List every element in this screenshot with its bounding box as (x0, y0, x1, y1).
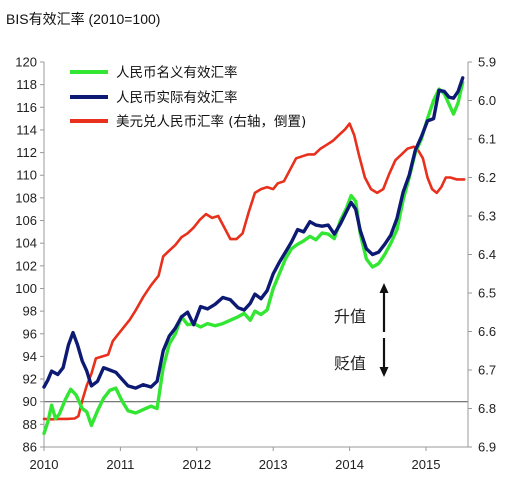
right-axis-tick-label: 5.9 (478, 55, 496, 70)
left-axis-tick-label: 120 (15, 55, 37, 70)
left-axis-tick-label: 116 (16, 100, 37, 115)
x-axis-tick-label: 2012 (182, 457, 211, 472)
right-axis-tick-label: 6.9 (478, 440, 496, 455)
right-axis-tick-label: 6.3 (478, 209, 496, 224)
x-axis-tick-label: 2013 (259, 457, 288, 472)
left-axis-tick-label: 118 (16, 77, 37, 92)
left-axis-tick-label: 104 (15, 236, 37, 251)
red-series-usdcny-line (42, 122, 466, 421)
right-axis-tick-label: 6.1 (478, 132, 496, 147)
left-axis-tick-label: 98 (23, 304, 37, 319)
right-axis-tick-label: 6.8 (478, 401, 496, 416)
left-axis-tick-label: 100 (15, 281, 37, 296)
chart-title: BIS有效汇率 (2010=100) (6, 11, 160, 27)
green-series-nominal-line (42, 80, 465, 436)
x-axis-tick-label: 2010 (30, 457, 59, 472)
right-axis-tick-label: 6.5 (478, 286, 496, 301)
appreciation-arrow-head (379, 283, 389, 293)
legend-real-label: 人民币实际有效汇率 (116, 89, 238, 106)
right-axis-tick-label: 6.0 (478, 93, 496, 108)
left-axis-tick-label: 90 (23, 394, 37, 409)
depreciation-arrow-head (379, 367, 389, 377)
left-axis-tick-label: 102 (15, 258, 37, 273)
x-axis-tick-label: 2014 (335, 457, 364, 472)
x-axis-tick-label: 2015 (412, 457, 441, 472)
depreciation-label: 贬值 (334, 354, 366, 373)
left-axis-tick-label: 88 (23, 417, 37, 432)
left-axis-tick-label: 108 (15, 190, 37, 205)
left-axis-tick-label: 86 (23, 440, 37, 455)
right-axis-tick-label: 6.4 (478, 247, 496, 262)
appreciation-label: 升值 (334, 307, 366, 326)
right-axis-tick-label: 6.2 (478, 170, 496, 185)
left-axis-tick-label: 92 (23, 372, 37, 387)
left-axis-tick-label: 110 (16, 168, 37, 183)
left-axis-tick-label: 112 (16, 145, 37, 160)
navy-series-real-line (42, 76, 465, 390)
x-axis-tick-label: 2011 (106, 457, 134, 472)
legend-nominal-label: 人民币名义有效汇率 (116, 64, 238, 81)
right-axis-tick-label: 6.7 (478, 363, 496, 378)
left-axis-tick-label: 114 (16, 122, 37, 137)
right-axis-tick-label: 6.6 (478, 324, 496, 339)
left-axis-tick-label: 94 (23, 349, 37, 364)
left-axis-tick-label: 96 (23, 326, 37, 341)
legend-usdcny-label: 美元兑人民币汇率 (右轴，倒置) (116, 113, 306, 130)
left-axis-tick-label: 106 (15, 213, 37, 228)
